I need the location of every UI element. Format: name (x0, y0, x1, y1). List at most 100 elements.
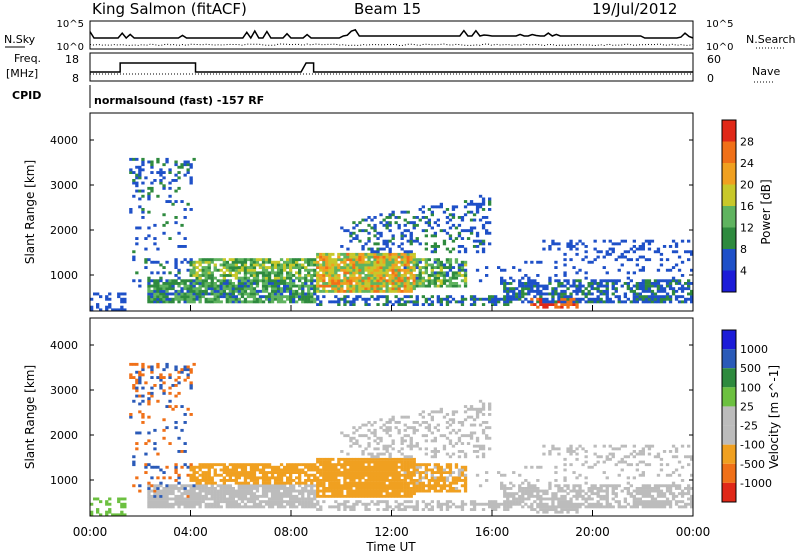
power-colorbar-segment (722, 270, 736, 292)
power-cell (424, 258, 428, 262)
velocity-cell (192, 492, 196, 496)
power-cell (295, 276, 299, 280)
velocity-cell (168, 497, 172, 501)
power-cell (171, 284, 175, 288)
power-cell (192, 297, 196, 301)
velocity-cell (653, 500, 658, 504)
velocity-cell (394, 481, 398, 485)
power-cell (352, 226, 356, 230)
velocity-cell (216, 492, 220, 496)
power-cell (150, 295, 154, 299)
velocity-cell (376, 476, 380, 480)
power-cell (445, 221, 450, 225)
power-cell (457, 266, 462, 269)
power-cell (334, 295, 338, 299)
velocity-cell (373, 476, 377, 480)
velocity-cell (608, 452, 612, 456)
power-cell (530, 260, 534, 264)
velocity-cell (587, 497, 591, 501)
velocity-cell (584, 450, 588, 453)
velocity-cell (563, 508, 567, 511)
velocity-cell (620, 505, 624, 509)
power-cell (222, 295, 226, 299)
power-cell (599, 297, 603, 301)
power-cell (276, 266, 281, 269)
velocity-colorbar-label: Velocity [m s^-1] (767, 365, 781, 469)
velocity-cell (436, 479, 440, 482)
power-cell (442, 271, 447, 275)
power-cell (424, 268, 428, 272)
velocity-cell (213, 494, 217, 498)
power-cell (590, 300, 594, 304)
velocity-cell (219, 463, 223, 467)
velocity-cell (301, 481, 305, 485)
velocity-cell (551, 508, 555, 511)
velocity-cell (599, 484, 603, 488)
power-cell (611, 300, 615, 304)
velocity-cell (346, 468, 350, 472)
power-cell (358, 266, 362, 269)
velocity-cell (313, 492, 317, 496)
power-cell (228, 295, 232, 299)
power-cell (439, 274, 443, 277)
velocity-cell (370, 500, 374, 504)
power-cell (373, 289, 377, 293)
velocity-cell (680, 505, 685, 509)
power-cell (587, 289, 591, 293)
power-cell (165, 284, 169, 288)
power-cell (506, 303, 510, 306)
power-cell (647, 247, 652, 251)
velocity-cell (385, 450, 389, 453)
power-cell (198, 287, 202, 291)
power-cell (159, 297, 163, 301)
velocity-cell (481, 447, 486, 451)
velocity-cell (316, 460, 320, 464)
velocity-cell (207, 473, 211, 477)
power-cell (463, 250, 468, 254)
velocity-cell (668, 450, 673, 453)
velocity-cell (629, 492, 633, 496)
velocity-cell (349, 481, 353, 485)
velocity-cell (647, 500, 652, 504)
power-cell (346, 279, 350, 283)
power-cell (563, 289, 567, 293)
power-cell (213, 292, 217, 296)
velocity-cell (515, 502, 519, 506)
velocity-cell (448, 468, 453, 472)
velocity-cell (406, 465, 410, 469)
power-cell (448, 250, 453, 254)
power-cell (352, 303, 356, 306)
velocity-cell (388, 471, 392, 474)
velocity-cell (162, 471, 166, 474)
power-cell (506, 282, 510, 285)
power-cell (189, 289, 193, 293)
velocity-cell (249, 471, 254, 474)
velocity-cell (439, 484, 443, 488)
velocity-cell (536, 510, 540, 514)
velocity-cell (283, 471, 287, 474)
velocity-cell (346, 463, 350, 467)
velocity-cell (289, 481, 293, 485)
power-cell (367, 274, 371, 277)
velocity-cell (252, 484, 257, 488)
velocity-cell (397, 460, 401, 464)
power-cell (674, 297, 679, 301)
velocity-cell (198, 484, 202, 488)
velocity-colorbar-segment (722, 406, 736, 426)
velocity-cell (412, 431, 416, 435)
power-cell (596, 297, 600, 301)
velocity-cell (228, 484, 232, 488)
velocity-cell (542, 452, 546, 456)
velocity-cell (156, 365, 160, 369)
power-cell (506, 300, 510, 304)
power-cell (159, 292, 163, 296)
power-cell (451, 205, 456, 209)
velocity-cell (346, 434, 350, 438)
power-cell (445, 274, 450, 277)
power-cell (177, 300, 181, 304)
power-cell (454, 260, 459, 264)
velocity-cell (316, 500, 320, 504)
velocity-cell (216, 463, 220, 467)
